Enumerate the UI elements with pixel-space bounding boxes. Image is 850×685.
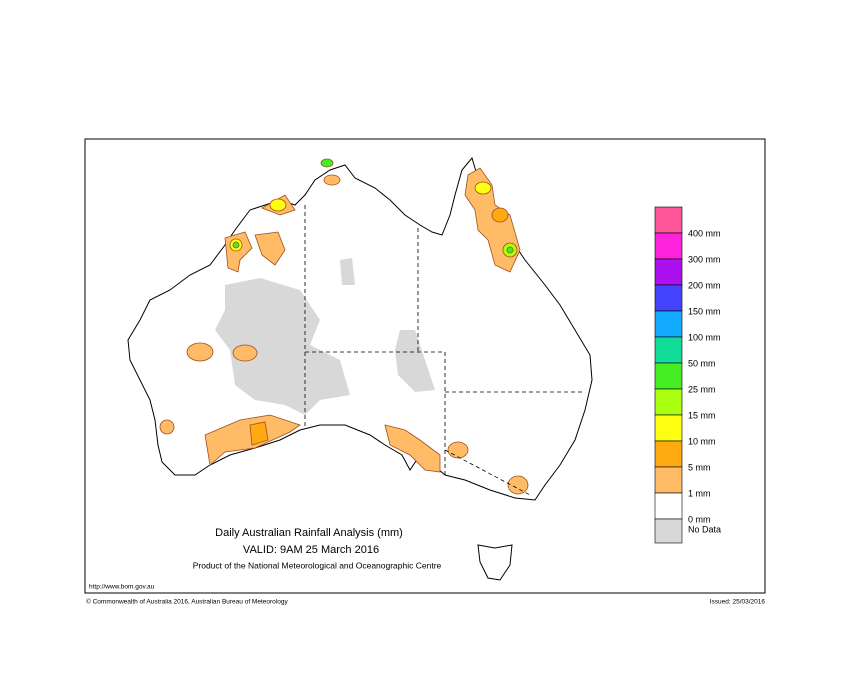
legend-label: 15 mm [688, 410, 716, 420]
url: http://www.bom.gov.au [89, 584, 155, 591]
legend-swatch [654, 232, 683, 260]
legend-swatch [654, 440, 683, 468]
no-data-areas [215, 258, 435, 415]
legend-label: 300 mm [688, 254, 721, 264]
legend-swatch [654, 284, 683, 312]
legend-swatch [654, 518, 683, 544]
product-note: Product of the National Meteorological a… [193, 560, 442, 570]
legend-swatch [654, 362, 683, 390]
legend-label: 400 mm [688, 228, 721, 238]
title: Daily Australian Rainfall Analysis (mm) [215, 527, 403, 539]
legend-label: No Data [688, 524, 721, 534]
australia-map [127, 156, 593, 581]
legend: 400 mm 300 mm 200 mm 150 mm 100 mm 50 mm 25 mm… [654, 206, 721, 544]
legend-label: 0 mm [688, 514, 711, 524]
legend-swatch [654, 414, 683, 442]
state-borders [304, 205, 585, 496]
issued-date: Issued: 25/03/2016 [710, 599, 766, 606]
legend-label: 50 mm [688, 358, 716, 368]
legend-swatch [654, 310, 683, 338]
legend-swatch [654, 388, 683, 416]
rainfall-areas [159, 158, 529, 495]
legend-swatch [654, 336, 683, 364]
legend-label: 200 mm [688, 280, 721, 290]
legend-swatch [654, 258, 683, 286]
tasmania [477, 544, 513, 581]
valid-date: VALID: 9AM 25 March 2016 [243, 544, 379, 556]
legend-label: 100 mm [688, 332, 721, 342]
legend-swatch [654, 206, 683, 234]
legend-label: 1 mm [688, 488, 711, 498]
legend-label: 10 mm [688, 436, 716, 446]
legend-label: 5 mm [688, 462, 711, 472]
legend-swatch [654, 466, 683, 494]
legend-swatch [654, 492, 683, 520]
legend-label: 25 mm [688, 384, 716, 394]
copyright: © Commonwealth of Australia 2016, Austra… [86, 598, 288, 606]
legend-label: 150 mm [688, 306, 721, 316]
